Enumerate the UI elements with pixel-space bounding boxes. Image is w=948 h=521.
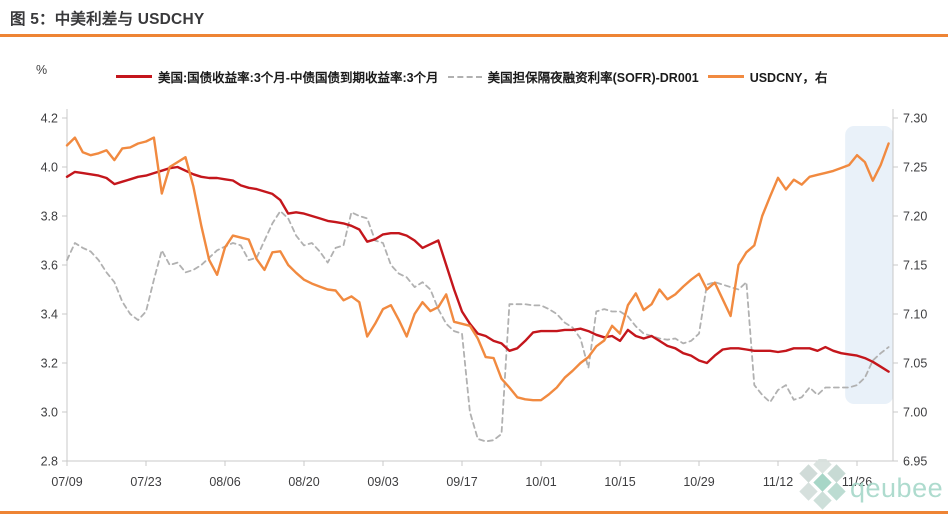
right-axis-tick-label: 7.20 bbox=[903, 210, 927, 224]
left-axis-tick-label: 3.2 bbox=[41, 357, 58, 371]
x-axis-tick-label: 09/17 bbox=[446, 475, 477, 489]
series-line-usdcny bbox=[65, 136, 890, 402]
right-axis-tick-label: 7.10 bbox=[903, 308, 927, 322]
x-axis-tick-label: 11/26 bbox=[842, 475, 872, 489]
legend-label-sofr_dr001: 美国担保隔夜融资利率(SOFR)-DR001 bbox=[487, 71, 699, 85]
right-axis-tick-label: 7.15 bbox=[903, 259, 927, 273]
legend-swatch-us_cn_spread_3m bbox=[116, 75, 152, 78]
left-axis-tick-label: 4.0 bbox=[41, 161, 58, 175]
left-axis-tick-label: 3.0 bbox=[41, 406, 58, 420]
series-line-sofr_dr001 bbox=[66, 210, 890, 443]
bottom-border bbox=[0, 511, 948, 514]
right-axis-tick-label: 7.25 bbox=[903, 161, 927, 175]
left-axis-tick-label: 3.6 bbox=[41, 259, 58, 273]
watermark-logo bbox=[799, 459, 846, 510]
series-line-us_cn_spread_3m bbox=[65, 165, 890, 373]
chart-legend: 美国:国债收益率:3个月-中债国债到期收益率:3个月 美国担保隔夜融资利率(SOF… bbox=[116, 67, 827, 86]
left-axis-tick-label: 4.2 bbox=[41, 112, 58, 126]
legend-label-us_cn_spread_3m: 美国:国债收益率:3个月-中债国债到期收益率:3个月 bbox=[158, 71, 439, 85]
highlight-band bbox=[845, 126, 894, 404]
watermark-text: qeubee bbox=[850, 472, 944, 503]
left-axis-tick-label: 3.4 bbox=[41, 308, 58, 322]
left-axis-tick-label: 2.8 bbox=[41, 455, 58, 469]
x-axis-tick-label: 10/29 bbox=[683, 475, 714, 489]
legend-item-us_cn_spread_3m: 美国:国债收益率:3个月-中债国债到期收益率:3个月 bbox=[116, 67, 439, 86]
x-axis-tick-label: 10/15 bbox=[604, 475, 635, 489]
x-axis-tick-label: 11/12 bbox=[763, 475, 793, 489]
legend-swatch-sofr_dr001 bbox=[447, 75, 482, 78]
right-axis-tick-label: 7.00 bbox=[903, 406, 927, 420]
legend-item-sofr_dr001: 美国担保隔夜融资利率(SOFR)-DR001 bbox=[447, 67, 699, 86]
left-axis-tick-label: 3.8 bbox=[41, 210, 58, 224]
left-axis-unit-label: % bbox=[36, 63, 48, 77]
legend-label-usdcny: USDCNY，右 bbox=[749, 71, 828, 85]
title-underline bbox=[0, 34, 948, 37]
x-axis-tick-label: 07/23 bbox=[130, 475, 161, 489]
x-axis-tick-label: 09/03 bbox=[367, 475, 398, 489]
right-axis-tick-label: 7.05 bbox=[903, 357, 927, 371]
x-axis-tick-label: 08/20 bbox=[288, 475, 319, 489]
x-axis-tick-label: 08/06 bbox=[209, 475, 240, 489]
legend-item-usdcny: USDCNY，右 bbox=[707, 67, 828, 86]
right-axis-tick-label: 6.95 bbox=[903, 455, 927, 469]
x-axis-tick-label: 07/09 bbox=[51, 475, 82, 489]
figure-title: 图 5：中美利差与 USDCHY bbox=[10, 11, 205, 28]
legend-swatch-usdcny bbox=[707, 75, 744, 78]
right-axis-tick-label: 7.30 bbox=[903, 112, 927, 126]
x-axis-tick-label: 10/01 bbox=[525, 475, 556, 489]
watermark: qeubee bbox=[792, 459, 943, 517]
